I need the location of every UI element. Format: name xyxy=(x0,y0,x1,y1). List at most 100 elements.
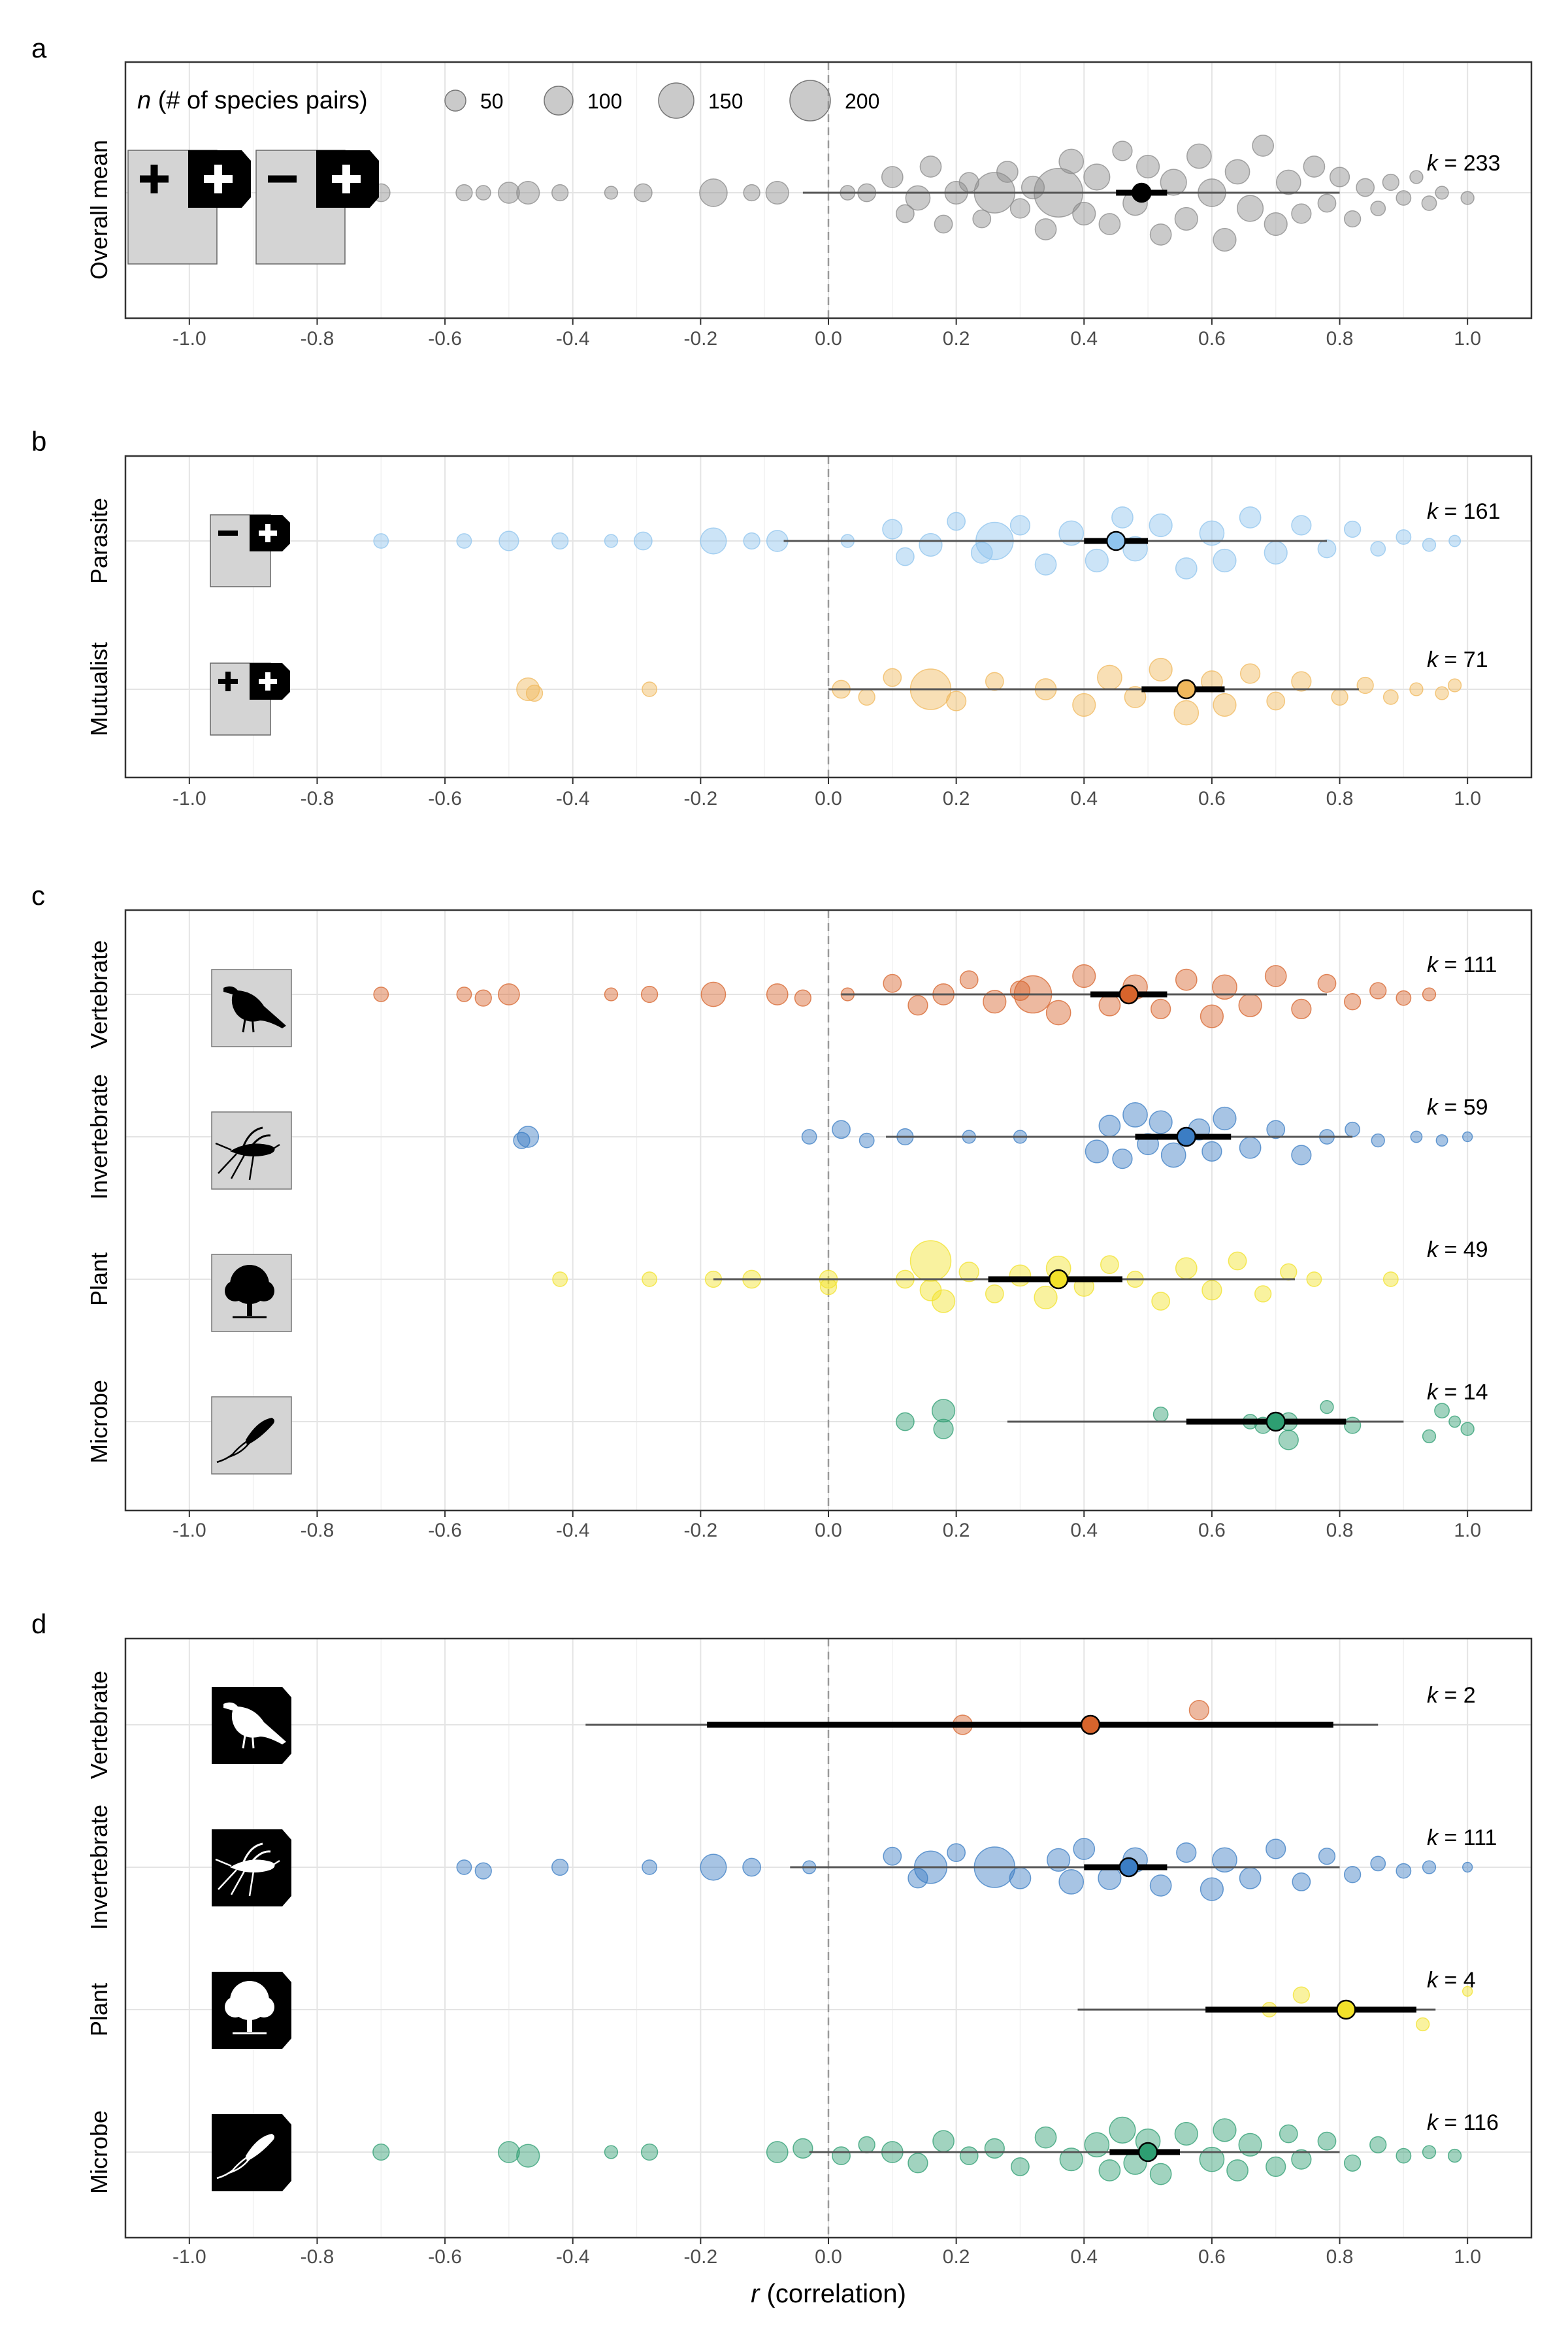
x-tick-label: 0.6 xyxy=(1198,328,1226,350)
data-point xyxy=(1264,965,1287,987)
data-point xyxy=(1317,539,1337,559)
k-value: = 161 xyxy=(1438,499,1500,524)
data-point xyxy=(882,519,903,540)
data-point xyxy=(373,533,389,549)
data-point xyxy=(1239,663,1261,684)
data-point xyxy=(1422,1429,1437,1444)
data-point xyxy=(766,2141,789,2163)
plus-glyph xyxy=(259,524,277,542)
k-value: = 49 xyxy=(1438,1237,1488,1262)
x-tick-label: 0.4 xyxy=(1070,2246,1098,2268)
data-point xyxy=(1058,148,1085,174)
data-point xyxy=(455,184,473,202)
x-tick-label: 1.0 xyxy=(1454,2246,1481,2268)
data-point xyxy=(642,681,658,697)
k-italic: k xyxy=(1427,1968,1439,1993)
k-value: = 116 xyxy=(1438,2110,1499,2135)
k-italic: k xyxy=(1427,1095,1439,1120)
row-vertebrate: k = 2 xyxy=(212,1683,1476,1764)
data-point xyxy=(1370,201,1386,216)
x-tick-label: 0.2 xyxy=(943,2246,970,2268)
data-point xyxy=(1176,1842,1197,1863)
data-point xyxy=(1174,206,1198,231)
data-point xyxy=(1447,2148,1462,2163)
x-axis: -1.0 -0.8 -0.6 -0.4 -0.2 0.0 0.2 0.4 0.6 0.8 1.0 xyxy=(172,777,1481,809)
data-point xyxy=(1278,1429,1299,1450)
data-point xyxy=(996,161,1019,183)
data-point xyxy=(1409,170,1424,184)
data-point xyxy=(1292,1986,1311,2004)
data-point xyxy=(983,990,1007,1014)
bird-legs xyxy=(242,1015,255,1033)
x-tick-label: -0.8 xyxy=(301,788,335,809)
data-point xyxy=(1199,2146,1225,2172)
data-point xyxy=(1266,1838,1286,1859)
data-point xyxy=(1266,2156,1286,2178)
data-point xyxy=(1111,506,1134,529)
data-point xyxy=(1435,686,1449,700)
x-axis: -1.0 -0.8 -0.6 -0.4 -0.2 0.0 0.2 0.4 0.6 0.8 1.0 xyxy=(172,318,1481,350)
data-point xyxy=(1098,994,1121,1017)
x-tick-label: -0.6 xyxy=(428,788,462,809)
data-point xyxy=(1200,1877,1224,1901)
data-point xyxy=(1200,1004,1224,1028)
x-tick-label: 0.4 xyxy=(1070,328,1098,350)
legend-title-italic: n xyxy=(137,87,151,114)
row-label: Microbe xyxy=(86,1380,112,1463)
bird-shape xyxy=(223,986,286,1028)
data-point xyxy=(513,1132,531,1149)
data-point xyxy=(832,2146,851,2165)
mosquito-body xyxy=(230,1859,275,1873)
data-point xyxy=(1369,2136,1387,2153)
x-tick-label: 1.0 xyxy=(1454,328,1481,350)
data-point xyxy=(1266,691,1286,711)
row-microbe: k = 116 xyxy=(212,2110,1499,2191)
k-italic: k xyxy=(1427,953,1439,977)
data-point xyxy=(958,1262,979,1282)
plus-glyph xyxy=(218,672,238,691)
plus-glyph xyxy=(140,165,169,193)
x-tick-label: 0.8 xyxy=(1326,328,1354,350)
x-tick-label: -0.2 xyxy=(684,2246,718,2268)
mosquito-body xyxy=(230,1143,275,1157)
data-point xyxy=(909,1240,952,1282)
data-point xyxy=(516,677,540,702)
mean-point xyxy=(1048,1269,1069,1290)
data-point xyxy=(946,691,967,711)
data-point xyxy=(1098,1866,1122,1890)
data-point xyxy=(1098,1115,1121,1137)
data-point xyxy=(1291,1145,1312,1166)
bird-shape xyxy=(223,1702,286,1744)
bacterium-flagella xyxy=(216,1440,250,1463)
data-point xyxy=(1201,1280,1222,1301)
data-point xyxy=(1331,688,1348,706)
x-tick-label: -0.2 xyxy=(684,788,718,809)
k-italic: k xyxy=(1427,151,1439,176)
x-tick-label: -1.0 xyxy=(172,1520,206,1541)
data-point xyxy=(905,185,931,211)
data-point xyxy=(931,1289,956,1313)
k-label: k = 161 xyxy=(1427,499,1500,524)
data-point xyxy=(1320,1399,1334,1414)
x-axis: -1.0 -0.8 -0.6 -0.4 -0.2 0.0 0.2 0.4 0.6 0.8 1.0 xyxy=(172,2238,1481,2268)
data-point xyxy=(1034,2126,1057,2149)
data-point xyxy=(858,1132,875,1149)
data-point xyxy=(1435,186,1449,200)
data-point xyxy=(1059,2148,1083,2172)
data-point xyxy=(1422,1860,1437,1874)
k-value: = 2 xyxy=(1438,1683,1476,1708)
data-point xyxy=(1409,682,1424,696)
data-point xyxy=(525,684,544,702)
data-point xyxy=(1097,664,1122,691)
plus-glyph xyxy=(204,165,233,193)
tree-trunk xyxy=(247,2014,252,2032)
data-point xyxy=(1343,993,1362,1011)
k-label: k = 4 xyxy=(1427,1968,1476,1993)
data-point xyxy=(1011,2157,1030,2176)
data-point xyxy=(1160,169,1187,196)
data-point xyxy=(742,1857,762,1877)
data-point xyxy=(1149,1110,1173,1134)
data-point xyxy=(1213,1106,1237,1131)
data-point xyxy=(907,1868,928,1889)
bird-legs xyxy=(242,1731,255,1749)
